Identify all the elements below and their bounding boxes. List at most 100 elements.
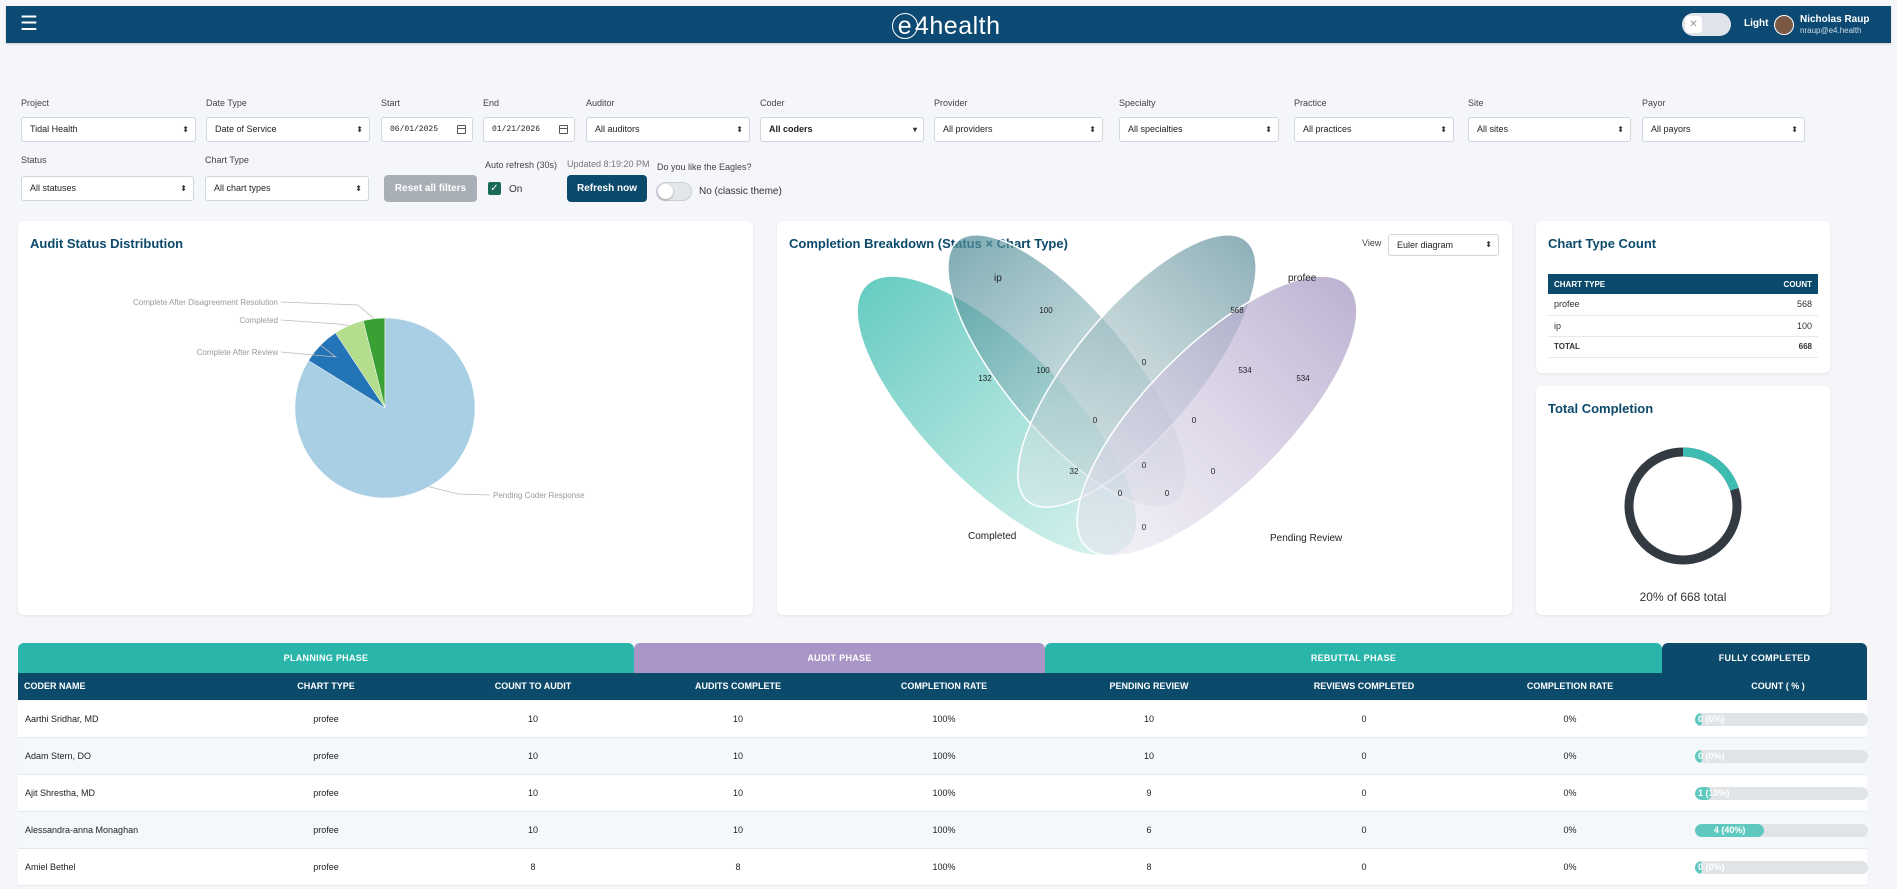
count-progress-fill: 0 (0%) xyxy=(1695,861,1725,874)
site-select[interactable]: All sites ⬍ xyxy=(1468,117,1631,142)
select-arrow-icon: ⬍ xyxy=(1265,125,1272,134)
region-ip-completed-pending: 32 xyxy=(1070,467,1079,476)
coder-select[interactable]: All coders ▾ xyxy=(760,117,924,142)
total-value: 668 xyxy=(1712,336,1818,358)
count-cell: 100 xyxy=(1712,315,1818,337)
select-arrow-icon: ⬍ xyxy=(1617,125,1624,134)
region-ip-pending-profee: 0 xyxy=(1192,416,1197,425)
user-email: nraup@e4.health xyxy=(1800,26,1862,35)
menu-icon[interactable]: ☰ xyxy=(20,13,38,35)
chart-type-cell: profee xyxy=(313,788,339,798)
chart-type-cell: profee xyxy=(313,825,339,835)
count-progress-bar: 0 (0%) xyxy=(1695,713,1868,726)
practice-select[interactable]: All practices ⬍ xyxy=(1294,117,1454,142)
select-arrow-icon: ⬍ xyxy=(180,184,187,193)
start-date-input[interactable]: 06/01/2025 xyxy=(381,117,473,142)
completion-rate-2-cell: 0% xyxy=(1563,788,1577,798)
practice-label: Practice xyxy=(1294,98,1327,108)
donut-progress xyxy=(1624,447,1742,565)
end-date-input[interactable]: 01/21/2026 xyxy=(483,117,575,142)
completion-rate-cell: 100% xyxy=(932,751,956,761)
table-row[interactable]: Aarthi Sridhar, MD profee 10 10 100% 10 … xyxy=(18,701,1868,738)
region-profee-pending: 534 xyxy=(1238,366,1252,375)
count-to-audit-cell: 8 xyxy=(530,862,536,872)
chart-type-select[interactable]: All chart types ⬍ xyxy=(205,176,369,201)
count-progress-fill: 0 (0%) xyxy=(1695,750,1725,763)
provider-select[interactable]: All providers ⬍ xyxy=(934,117,1103,142)
completion-rate-cell: 100% xyxy=(932,825,956,835)
pie-label: Complete After Review xyxy=(197,348,279,357)
payor-select[interactable]: All payors ⬍ xyxy=(1642,117,1805,142)
col-pending-review[interactable]: PENDING REVIEW xyxy=(1109,681,1189,691)
theme-toggle[interactable]: ✕ xyxy=(1682,13,1731,36)
reviews-completed-cell: 0 xyxy=(1361,862,1367,872)
avatar[interactable] xyxy=(1774,15,1794,35)
pie-label: Completed xyxy=(239,316,278,325)
pie-leader-line xyxy=(280,301,375,319)
payor-label: Payor xyxy=(1642,98,1666,108)
specialty-select[interactable]: All specialties ⬍ xyxy=(1119,117,1279,142)
completion-rate-cell: 100% xyxy=(932,714,956,724)
planning-phase-header: PLANNING PHASE xyxy=(18,643,634,673)
total-row: TOTAL 668 xyxy=(1548,336,1818,358)
set-label-ip: ip xyxy=(994,273,1002,284)
table-row[interactable]: Adam Stern, DO profee 10 10 100% 10 0 0%… xyxy=(18,738,1868,775)
chart-type-cell: profee xyxy=(313,862,339,872)
table-row: profee 568 xyxy=(1548,294,1818,316)
completion-rate-2-cell: 0% xyxy=(1563,862,1577,872)
audits-complete-cell: 8 xyxy=(735,862,741,872)
auditor-select[interactable]: All auditors ⬍ xyxy=(586,117,750,142)
reviews-completed-cell: 0 xyxy=(1361,825,1367,835)
count-to-audit-cell: 10 xyxy=(527,788,538,798)
table-row[interactable]: Ajit Shrestha, MD profee 10 10 100% 9 0 … xyxy=(18,775,1868,812)
col-completion-rate-2[interactable]: COMPLETION RATE xyxy=(1526,681,1614,691)
col-count-percent[interactable]: COUNT ( % ) xyxy=(1751,681,1805,691)
refresh-now-button[interactable]: Refresh now xyxy=(567,175,647,202)
calendar-icon[interactable] xyxy=(457,125,466,134)
select-arrow-icon: ⬍ xyxy=(1089,125,1096,134)
audits-complete-cell: 10 xyxy=(732,714,743,724)
region-right-low: 0 xyxy=(1165,489,1170,498)
auto-refresh-label: Auto refresh (30s) xyxy=(485,160,558,170)
coder-label: Coder xyxy=(760,98,785,108)
project-select[interactable]: Tidal Health ⬍ xyxy=(21,117,196,142)
region-ip-profee: 0 xyxy=(1142,358,1147,367)
col-chart-type[interactable]: CHART TYPE xyxy=(297,681,355,691)
table-header-row: CHART TYPE COUNT xyxy=(1548,274,1818,294)
col-coder-name[interactable]: CODER NAME xyxy=(24,681,86,691)
select-arrow-icon: ⬍ xyxy=(356,125,363,134)
col-count-to-audit[interactable]: COUNT TO AUDIT xyxy=(494,681,572,691)
set-label-pending: Pending Review xyxy=(1270,533,1343,544)
region-right-mid: 0 xyxy=(1211,467,1216,476)
auto-refresh-checkbox[interactable]: ✓ xyxy=(488,182,501,195)
coder-name-cell: Amiel Bethel xyxy=(25,862,76,872)
theme-label: Light xyxy=(1744,18,1769,29)
date-type-select[interactable]: Date of Service ⬍ xyxy=(206,117,370,142)
status-select[interactable]: All statuses ⬍ xyxy=(21,176,194,201)
count-progress-fill: 1 (10%) xyxy=(1695,787,1730,800)
reviews-completed-cell: 0 xyxy=(1361,751,1367,761)
updated-time: Updated 8:19:20 PM xyxy=(567,159,650,169)
count-progress-bar: 1 (10%) xyxy=(1695,787,1868,800)
coder-name-cell: Adam Stern, DO xyxy=(25,751,92,761)
col-audits-complete[interactable]: AUDITS COMPLETE xyxy=(694,681,781,691)
coder-name-cell: Ajit Shrestha, MD xyxy=(25,788,96,798)
region-ip-only: 100 xyxy=(1039,306,1053,315)
view-select[interactable]: Euler diagram ⬍ xyxy=(1388,234,1499,256)
reset-filters-button[interactable]: Reset all filters xyxy=(384,175,477,202)
audit-status-title: Audit Status Distribution xyxy=(30,236,184,251)
completion-rate-2-cell: 0% xyxy=(1563,825,1577,835)
region-completed-only: 132 xyxy=(978,374,992,383)
pending-review-set xyxy=(1076,275,1358,557)
table-row[interactable]: Amiel Bethel profee 8 8 100% 8 0 0% 0 (0… xyxy=(18,849,1868,886)
fully-completed-header: FULLY COMPLETED xyxy=(1662,643,1867,673)
count-cell: 568 xyxy=(1712,294,1818,316)
col-chart-type: CHART TYPE xyxy=(1548,274,1713,294)
table-row[interactable]: Alessandra-anna Monaghan profee 10 10 10… xyxy=(18,812,1868,849)
col-completion-rate[interactable]: COMPLETION RATE xyxy=(900,681,988,691)
col-reviews-completed[interactable]: REVIEWS COMPLETED xyxy=(1313,681,1415,691)
calendar-icon[interactable] xyxy=(559,125,568,134)
eagles-theme-toggle[interactable] xyxy=(656,182,692,201)
auditor-label: Auditor xyxy=(586,98,615,108)
total-label: TOTAL xyxy=(1548,336,1713,358)
